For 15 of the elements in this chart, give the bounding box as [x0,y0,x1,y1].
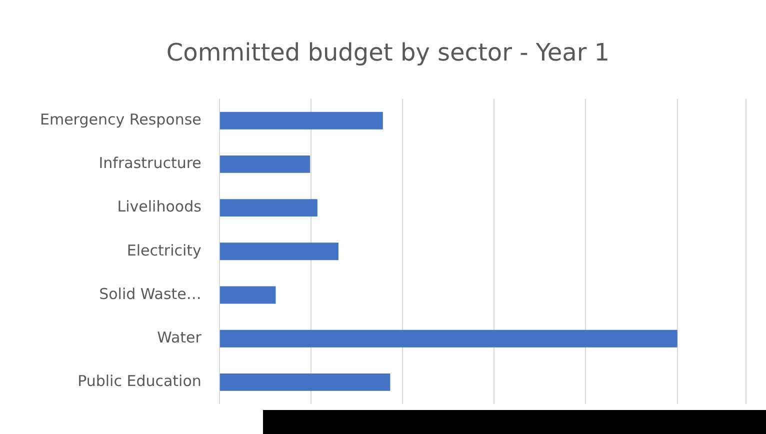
y-tick-label: Livelihoods [117,198,202,216]
y-tick-label: Infrastructure [98,154,202,172]
y-tick-label: Solid Waste… [99,284,202,303]
chart-title: Committed budget by sector - Year 1 [166,38,610,67]
bar [220,242,338,260]
y-tick-label: Public Education [78,372,202,390]
bar [220,112,383,130]
bar [220,199,318,217]
bar [220,330,678,348]
y-tick-label: Electricity [126,241,202,260]
bar [220,286,276,304]
y-tick-label: Water [157,328,202,346]
bar [220,373,390,391]
y-tick-label: Emergency Response [40,110,202,128]
bar [220,155,310,173]
